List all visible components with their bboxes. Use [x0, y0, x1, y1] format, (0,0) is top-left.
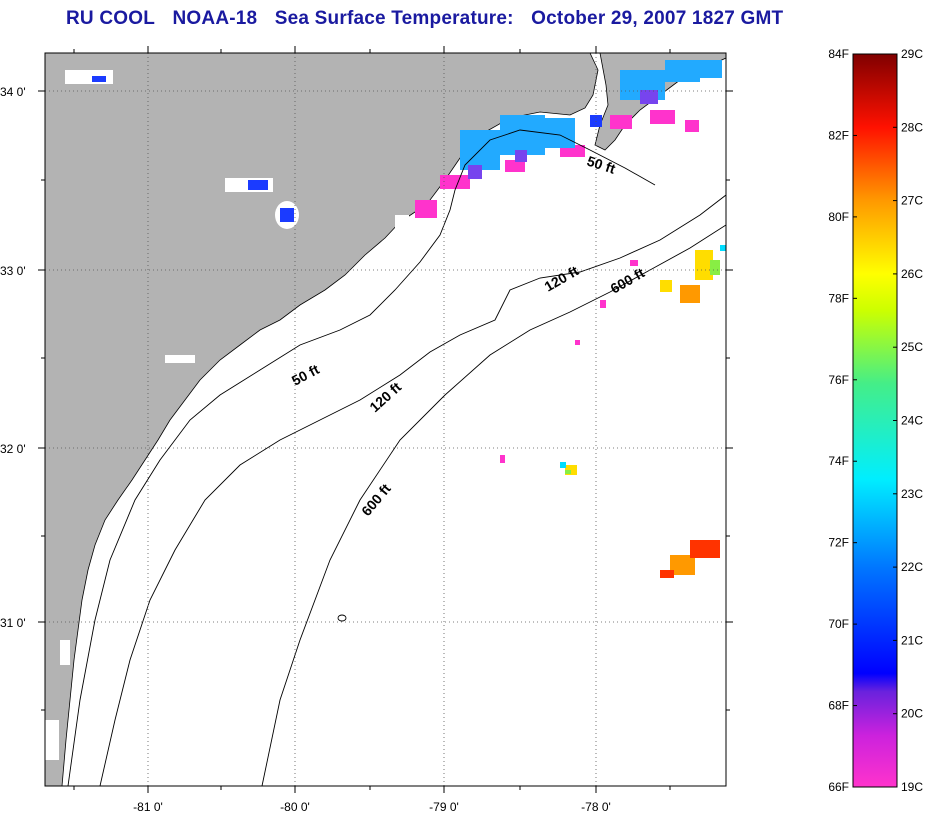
colorbar-c-label: 23C — [901, 487, 923, 501]
colorbar-f-label: 68F — [828, 699, 849, 713]
lon-label-81: -81 0' — [133, 800, 163, 814]
colorbar-f-label: 80F — [828, 210, 849, 224]
lat-label-31: 31 0' — [0, 616, 26, 630]
lon-label-79: -79 0' — [429, 800, 459, 814]
colorbar-f-label: 76F — [828, 373, 849, 387]
contour-120ft — [99, 194, 726, 786]
colorbar-f-label: 66F — [828, 780, 849, 794]
axis-ticks — [38, 46, 733, 793]
colorbar-f-label: 84F — [828, 47, 849, 61]
lat-label-33: 33 0' — [0, 264, 26, 278]
colorbar-c-label: 20C — [901, 707, 923, 721]
colorbar-c-label: 22C — [901, 560, 923, 574]
colorbar-c-label: 29C — [901, 47, 923, 61]
graticule — [45, 53, 726, 786]
sst-pixels — [92, 60, 726, 578]
map-frame — [44, 52, 727, 787]
contour-600ft — [261, 224, 726, 786]
colorbar-c-label: 27C — [901, 194, 923, 208]
contour-50ft — [67, 129, 656, 786]
lon-label-80: -80 0' — [280, 800, 310, 814]
title-source: RU COOL — [66, 8, 156, 29]
colorbar-c-label: 24C — [901, 414, 923, 428]
colorbar-f-label: 70F — [828, 617, 849, 631]
colorbar-f-label: 72F — [828, 536, 849, 550]
lon-label-78: -78 0' — [581, 800, 611, 814]
colorbar-c-label: 19C — [901, 780, 923, 794]
lat-label-32: 32 0' — [0, 442, 26, 456]
colorbar-fahrenheit-labels: 84F 82F 80F 78F 76F 74F 72F 70F 68F 66F — [828, 47, 849, 794]
colorbar — [852, 53, 898, 788]
colorbar-ticks — [853, 53, 897, 788]
colorbar-c-label: 25C — [901, 340, 923, 354]
map-title: RU COOL NOAA-18 Sea Surface Temperature:… — [66, 8, 795, 30]
colorbar-f-label: 78F — [828, 291, 849, 305]
depth-contours — [67, 129, 726, 786]
title-datetime: October 29, 2007 1827 GMT — [531, 8, 784, 29]
title-satellite: NOAA-18 — [172, 8, 258, 29]
lat-label-34: 34 0' — [0, 85, 26, 99]
colorbar-c-label: 21C — [901, 633, 923, 647]
colorbar-f-label: 82F — [828, 128, 849, 142]
colorbar-celsius-labels: 29C 28C 27C 26C 25C 24C 23C 22C 21C 20C 19C — [901, 47, 923, 794]
colorbar-c-label: 26C — [901, 267, 923, 281]
colorbar-f-label: 74F — [828, 454, 849, 468]
title-product: Sea Surface Temperature: — [274, 8, 514, 29]
colorbar-c-label: 28C — [901, 120, 923, 134]
